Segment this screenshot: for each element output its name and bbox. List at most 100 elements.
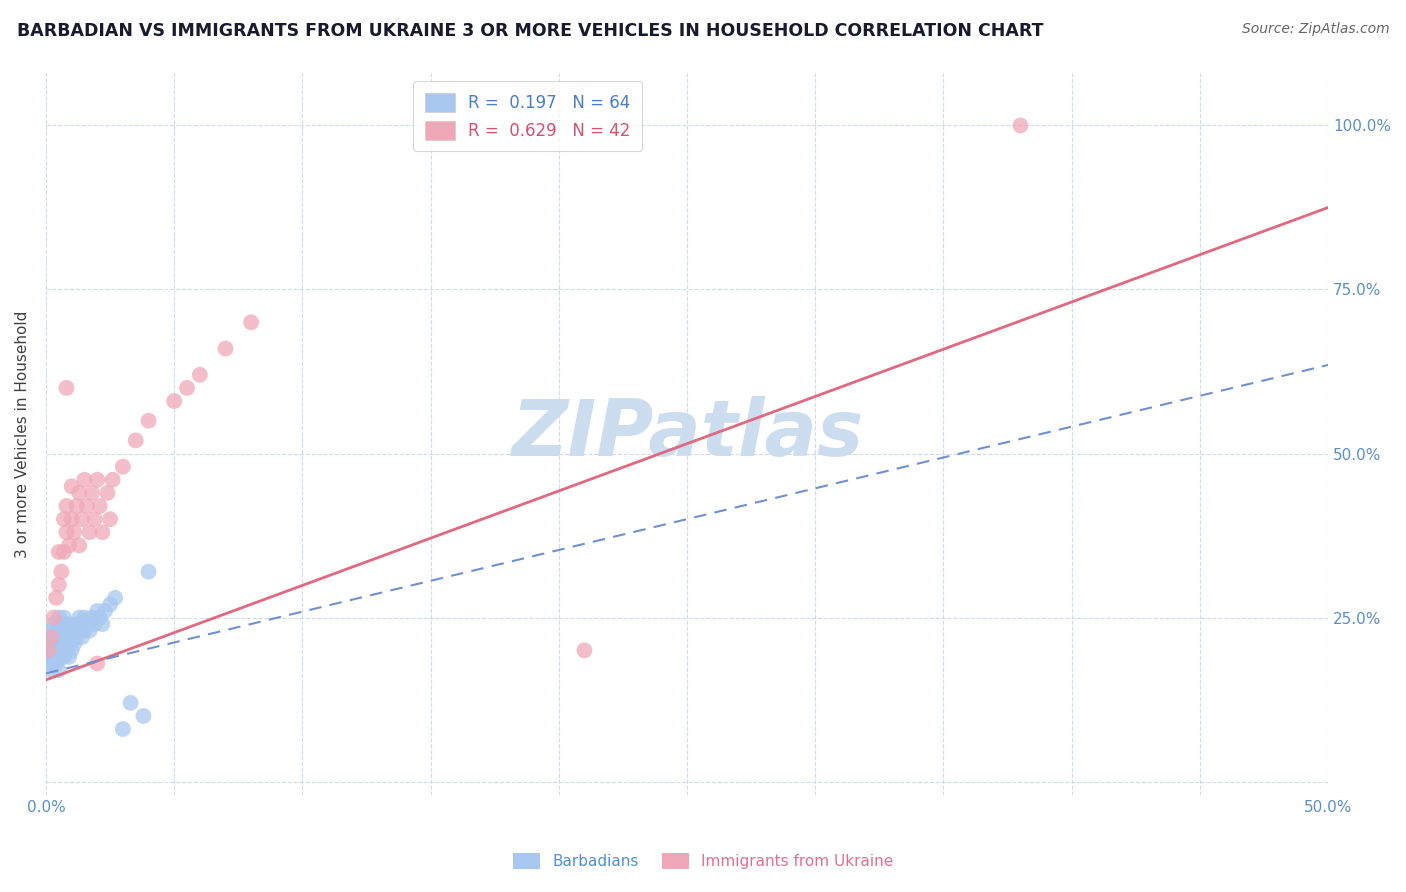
Point (70, 512, 93, 526)
Point (111, 459, 134, 474)
Point (48, 649, 70, 664)
Point (39, 637, 62, 651)
Point (91, 525, 114, 540)
Point (51, 617, 73, 632)
Point (79, 525, 101, 540)
Point (52, 637, 75, 651)
Point (45, 637, 67, 651)
Point (111, 722, 134, 736)
Point (42, 643, 65, 657)
Point (163, 394, 186, 409)
Point (38, 657, 60, 671)
Legend: R =  0.197   N = 64, R =  0.629   N = 42: R = 0.197 N = 64, R = 0.629 N = 42 (413, 81, 643, 152)
Point (82, 610, 104, 624)
Point (52, 512, 75, 526)
Point (67, 610, 90, 624)
Point (66, 499, 89, 513)
Point (240, 315, 263, 329)
Point (52, 610, 75, 624)
Point (120, 696, 142, 710)
Point (45, 643, 67, 657)
Point (91, 617, 114, 632)
Point (101, 473, 124, 487)
Point (38, 630, 60, 644)
Point (55, 643, 77, 657)
Point (42, 657, 65, 671)
Point (70, 617, 93, 632)
Point (48, 545, 70, 559)
Point (63, 525, 86, 540)
Point (63, 624, 86, 638)
Text: ZIPatlas: ZIPatlas (510, 396, 863, 472)
Point (48, 624, 70, 638)
Point (89, 499, 111, 513)
Point (60, 479, 83, 493)
Point (132, 709, 155, 723)
Point (51, 643, 73, 657)
Point (86, 473, 108, 487)
Y-axis label: 3 or more Vehicles in Household: 3 or more Vehicles in Household (15, 310, 30, 558)
Point (45, 591, 67, 605)
Point (48, 637, 70, 651)
Point (60, 617, 83, 632)
Point (52, 649, 75, 664)
Point (45, 624, 67, 638)
Point (48, 578, 70, 592)
Point (58, 649, 80, 664)
Point (73, 610, 96, 624)
Point (73, 624, 96, 638)
Point (63, 637, 86, 651)
Point (52, 545, 75, 559)
Point (1010, 119, 1032, 133)
Text: BARBADIAN VS IMMIGRANTS FROM UKRAINE 3 OR MORE VEHICLES IN HOUSEHOLD CORRELATION: BARBADIAN VS IMMIGRANTS FROM UKRAINE 3 O… (17, 22, 1043, 40)
Point (73, 473, 96, 487)
Point (55, 381, 77, 395)
Point (58, 637, 80, 651)
Point (104, 591, 127, 605)
Point (94, 604, 117, 618)
Point (67, 486, 90, 500)
Point (45, 657, 67, 671)
Point (79, 624, 101, 638)
Point (176, 381, 198, 395)
Point (76, 617, 98, 632)
Point (58, 538, 80, 552)
Point (55, 499, 77, 513)
Point (51, 649, 73, 664)
Point (89, 610, 111, 624)
Point (55, 525, 77, 540)
Point (138, 414, 160, 428)
Point (70, 630, 93, 644)
Point (82, 486, 104, 500)
Point (67, 538, 90, 552)
Point (76, 499, 98, 513)
Point (83, 512, 105, 526)
Point (39, 649, 62, 664)
Point (86, 604, 108, 618)
Point (51, 630, 73, 644)
Point (42, 610, 65, 624)
Text: Source: ZipAtlas.com: Source: ZipAtlas.com (1241, 22, 1389, 37)
Point (39, 663, 62, 677)
Point (188, 368, 211, 382)
Point (45, 630, 67, 644)
Point (138, 565, 160, 579)
Point (58, 624, 80, 638)
Point (60, 643, 83, 657)
Point (67, 624, 90, 638)
Point (98, 512, 121, 526)
Point (66, 630, 89, 644)
Point (42, 617, 65, 632)
Point (39, 630, 62, 644)
Point (83, 617, 105, 632)
Point (48, 610, 70, 624)
Point (38, 643, 60, 657)
Point (214, 342, 236, 356)
Point (98, 598, 121, 612)
Point (42, 649, 65, 664)
Point (60, 630, 83, 644)
Point (66, 617, 89, 632)
Point (42, 630, 65, 644)
Point (574, 643, 596, 657)
Point (42, 637, 65, 651)
